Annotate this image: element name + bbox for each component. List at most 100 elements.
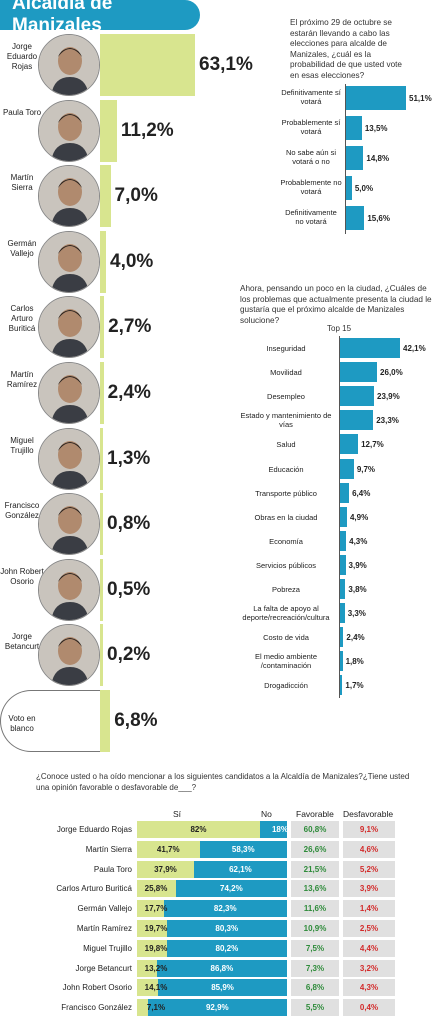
- favorable-value: 11,6%: [303, 904, 327, 914]
- vote-bar: [346, 86, 406, 110]
- favorable-value: 7,3%: [305, 963, 325, 973]
- problem-bar: [340, 554, 346, 575]
- candidate-row: Jorge Betancurt 0,2%: [0, 624, 260, 687]
- si-value: 19,7%: [144, 924, 168, 933]
- problem-bar-value: 9,7%: [356, 464, 376, 474]
- no-value: 82,3%: [213, 904, 237, 914]
- problem-bar-label: Estado y mantenimiento de vías: [240, 411, 332, 430]
- problem-bar: [340, 386, 375, 407]
- favorable-box: [291, 821, 339, 838]
- si-value: 7,1%: [146, 1003, 166, 1013]
- no-value: 80,3%: [215, 924, 239, 933]
- problem-bar: [340, 675, 343, 696]
- candidate-percent: 0,5%: [107, 578, 151, 600]
- vote-question: El próximo 29 de octubre se estarán llev…: [290, 18, 402, 80]
- favorable-box: [291, 840, 339, 858]
- no-segment: [163, 900, 287, 918]
- desfavorable-value: 4,3%: [359, 983, 379, 993]
- no-segment: [147, 999, 287, 1017]
- table-row-name: Martín Ramírez: [76, 924, 132, 933]
- no-value: 18%: [271, 825, 288, 834]
- si-segment: [137, 860, 194, 878]
- problem-bar-label: Transporte público: [255, 488, 317, 498]
- candidate-percent: 7,0%: [114, 185, 158, 207]
- candidate-bar: [100, 230, 107, 293]
- candidate-name: Carlos Arturo Buriticá: [8, 304, 36, 334]
- desfavorable-value: 4,6%: [359, 844, 379, 854]
- table-row-name: Jorge Betancurt: [75, 963, 132, 973]
- si-segment: [137, 979, 159, 997]
- candidate-bar: [100, 558, 103, 621]
- desfavorable-box: [343, 821, 395, 838]
- table-row-name: John Robert Osorio: [62, 983, 132, 993]
- favorable-value: 26,6%: [303, 844, 327, 854]
- candidate-bar: [100, 624, 103, 687]
- candidate-bar: [100, 362, 104, 424]
- no-value: 74,2%: [220, 884, 243, 894]
- desfavorable-box: [343, 840, 395, 858]
- candidate-name: Jorge Betancurt: [4, 632, 40, 652]
- problem-bar: [340, 362, 378, 383]
- candidate-row: Jorge Eduardo Rojas 63,1%: [0, 34, 260, 96]
- favorable-value: 5,5%: [305, 1003, 325, 1013]
- desfavorable-value: 0,4%: [359, 1003, 379, 1013]
- candidate-bar: [100, 99, 117, 162]
- no-value: 58,3%: [231, 844, 255, 854]
- favorable-value: 6,8%: [305, 983, 325, 993]
- problem-bar-label: Desempleo: [267, 392, 305, 402]
- problems-chart-axis: [339, 336, 340, 698]
- problem-bar-label: Movilidad: [270, 368, 302, 378]
- candidate-percent: 2,4%: [107, 382, 151, 403]
- problem-bar: [340, 579, 346, 599]
- problem-bar-label: Salud: [276, 440, 296, 450]
- problem-bar: [340, 458, 354, 479]
- favorable-value: 7,5%: [305, 943, 325, 953]
- candidate-photo-icon: [38, 34, 100, 96]
- si-segment: [137, 880, 176, 898]
- problem-bar: [340, 627, 344, 648]
- problem-bar-value: 1,7%: [345, 681, 364, 691]
- table-question: ¿Conoce usted o ha oído mencionar a los …: [36, 772, 410, 792]
- desfavorable-value: 1,4%: [359, 904, 379, 914]
- candidate-row: Voto en blanco 6,8%: [0, 690, 260, 752]
- problem-bar-value: 23,9%: [377, 392, 400, 402]
- vote-bar: [346, 206, 365, 230]
- candidate-photo-icon: [38, 230, 100, 293]
- candidate-photo-icon: [38, 296, 100, 359]
- vote-bar-value: 14,8%: [366, 154, 390, 163]
- no-segment: [166, 920, 287, 937]
- no-value: 80,2%: [215, 943, 239, 953]
- candidate-name: Francisco González: [4, 501, 40, 521]
- no-value: 62,1%: [229, 864, 252, 874]
- table-row-name: Francisco González: [61, 1003, 132, 1013]
- problem-bar: [340, 506, 347, 527]
- problem-bar: [340, 651, 343, 672]
- candidate-bar: [100, 165, 111, 228]
- candidate-name: Martín Sierra: [10, 173, 34, 193]
- favorable-value: 21,5%: [303, 864, 327, 874]
- no-value: 92,9%: [205, 1003, 229, 1013]
- candidate-percent: 63,1%: [199, 54, 253, 75]
- candidate-row: Germán Vallejo 4,0%: [0, 230, 260, 293]
- candidate-percent: 0,8%: [107, 513, 151, 535]
- candidate-percent: 4,0%: [110, 250, 154, 272]
- desfavorable-box: [343, 900, 395, 918]
- si-segment: [137, 840, 200, 858]
- problem-bar-label: Drogadicción: [264, 681, 308, 691]
- candidate-name: Martín Ramírez: [6, 370, 38, 389]
- candidate-row: Martín Sierra 7,0%: [0, 165, 260, 228]
- blank-vote-shape: [0, 690, 100, 752]
- problem-bar-label: Costo de vida: [263, 633, 309, 643]
- problem-bar-value: 3,8%: [348, 585, 367, 594]
- table-row-name: Miguel Trujillo: [83, 943, 132, 953]
- desfavorable-value: 5,2%: [359, 864, 379, 874]
- problem-bar: [340, 410, 374, 431]
- favorable-value: 13,6%: [303, 884, 327, 894]
- candidate-row: Paula Toro 11,2%: [0, 99, 260, 162]
- vote-bar-value: 13,5%: [364, 124, 388, 133]
- vote-bar-value: 51,1%: [409, 94, 432, 103]
- vote-bar-label: Probablemente no votará: [280, 178, 342, 196]
- no-segment: [166, 939, 287, 957]
- table-row-name: Carlos Arturo Buriticá: [56, 884, 132, 894]
- problem-bar: [340, 530, 347, 551]
